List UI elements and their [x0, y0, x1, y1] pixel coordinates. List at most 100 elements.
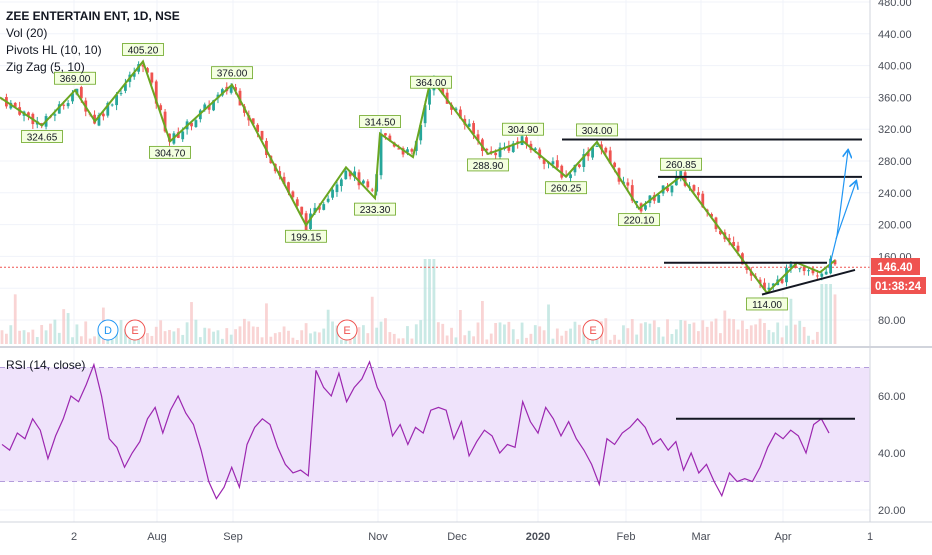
candle-body[interactable] [533, 148, 537, 151]
candle-body[interactable] [485, 148, 489, 151]
candle-body[interactable] [815, 275, 819, 277]
indicator-volume-label[interactable]: Vol (20) [6, 26, 47, 40]
candle-body[interactable] [304, 213, 308, 231]
candle-body[interactable] [767, 287, 771, 290]
candle-body[interactable] [366, 181, 370, 188]
candle-body[interactable] [679, 171, 683, 177]
candle-body[interactable] [159, 105, 163, 111]
candle-body[interactable] [335, 184, 339, 193]
candle-body[interactable] [326, 198, 330, 202]
candle-body[interactable] [577, 164, 581, 167]
candle-body[interactable] [362, 180, 365, 184]
candle-body[interactable] [309, 213, 312, 230]
candle-body[interactable] [829, 258, 832, 274]
candle-body[interactable] [595, 145, 599, 147]
candle-body[interactable] [736, 245, 740, 252]
candle-body[interactable] [251, 118, 255, 125]
candle-body[interactable] [591, 147, 594, 158]
candle-body[interactable] [626, 182, 630, 186]
candle-body[interactable] [824, 271, 828, 275]
candle-body[interactable] [53, 114, 57, 116]
candle-body[interactable] [203, 104, 207, 110]
candle-body[interactable] [771, 283, 775, 286]
candle-body[interactable] [181, 131, 185, 140]
candle-body[interactable] [710, 214, 713, 217]
candle-body[interactable] [110, 104, 114, 106]
candle-body[interactable] [727, 237, 731, 241]
candle-body[interactable] [494, 152, 498, 156]
candle-body[interactable] [820, 273, 824, 277]
candle-body[interactable] [66, 103, 70, 107]
event-marker-E[interactable] [124, 319, 146, 341]
candle-body[interactable] [13, 102, 17, 107]
candle-body[interactable] [423, 105, 427, 124]
candle-body[interactable] [802, 266, 806, 272]
candle-body[interactable] [379, 133, 383, 176]
candle-body[interactable] [27, 112, 30, 116]
candle-body[interactable] [555, 160, 559, 168]
candle-body[interactable] [124, 83, 127, 91]
candle-body[interactable] [692, 185, 696, 191]
candle-body[interactable] [397, 148, 401, 150]
candle-body[interactable] [763, 282, 766, 290]
candle-body[interactable] [666, 187, 669, 192]
candle-body[interactable] [141, 64, 145, 67]
candle-body[interactable] [410, 149, 414, 152]
candle-body[interactable] [357, 172, 361, 186]
candle-body[interactable] [401, 148, 405, 155]
candle-body[interactable] [256, 124, 260, 132]
candle-body[interactable] [604, 147, 608, 153]
event-marker-E[interactable] [582, 319, 604, 341]
candle-body[interactable] [749, 271, 753, 276]
candle-body[interactable] [785, 267, 788, 283]
candle-body[interactable] [234, 87, 237, 91]
candle-body[interactable] [388, 135, 392, 141]
candle-body[interactable] [454, 108, 458, 111]
event-marker-D[interactable] [97, 319, 119, 341]
time-axis[interactable]: 2 Aug Sep Nov Dec 2020 Feb Mar Apr 1 [71, 531, 873, 543]
candle-body[interactable] [348, 170, 352, 177]
candle-body[interactable] [150, 72, 154, 83]
candle-body[interactable] [586, 152, 590, 157]
candle-body[interactable] [132, 73, 136, 77]
candle-body[interactable] [295, 199, 299, 206]
candle-body[interactable] [745, 265, 749, 270]
candle-body[interactable] [212, 100, 215, 111]
candle-body[interactable] [807, 270, 810, 272]
candle-body[interactable] [617, 168, 621, 182]
candle-body[interactable] [798, 268, 802, 270]
candle-body[interactable] [419, 124, 423, 141]
candle-body[interactable] [732, 242, 736, 247]
candle-body[interactable] [635, 201, 639, 203]
candle-body[interactable] [265, 140, 268, 156]
candle-body[interactable] [458, 109, 462, 119]
candle-body[interactable] [467, 123, 471, 127]
candle-body[interactable] [322, 204, 326, 210]
candle-body[interactable] [344, 170, 348, 180]
candle-body[interactable] [569, 174, 572, 179]
rsi-title[interactable]: RSI (14, close) [6, 358, 85, 372]
candle-body[interactable] [71, 93, 74, 102]
candle-body[interactable] [833, 260, 837, 265]
candle-body[interactable] [582, 154, 586, 167]
candle-body[interactable] [696, 192, 700, 196]
candle-body[interactable] [97, 114, 101, 126]
candle-body[interactable] [719, 230, 722, 235]
candle-body[interactable] [260, 130, 264, 140]
price-axis[interactable]: 480.00 440.00 400.00 360.00 320.00 280.00 240.… [878, 0, 912, 517]
candle-body[interactable] [406, 149, 409, 153]
candle-body[interactable] [573, 165, 577, 173]
candle-body[interactable] [163, 111, 167, 132]
event-marker-E[interactable] [336, 319, 358, 341]
candle-body[interactable] [551, 161, 555, 165]
candle-body[interactable] [384, 133, 387, 136]
candle-body[interactable] [507, 145, 511, 151]
candle-body[interactable] [57, 104, 61, 114]
candle-body[interactable] [701, 193, 705, 208]
candle-body[interactable] [441, 84, 445, 95]
candle-body[interactable] [291, 191, 295, 198]
candle-body[interactable] [511, 143, 515, 152]
candle-body[interactable] [353, 171, 356, 178]
candle-body[interactable] [428, 89, 431, 105]
